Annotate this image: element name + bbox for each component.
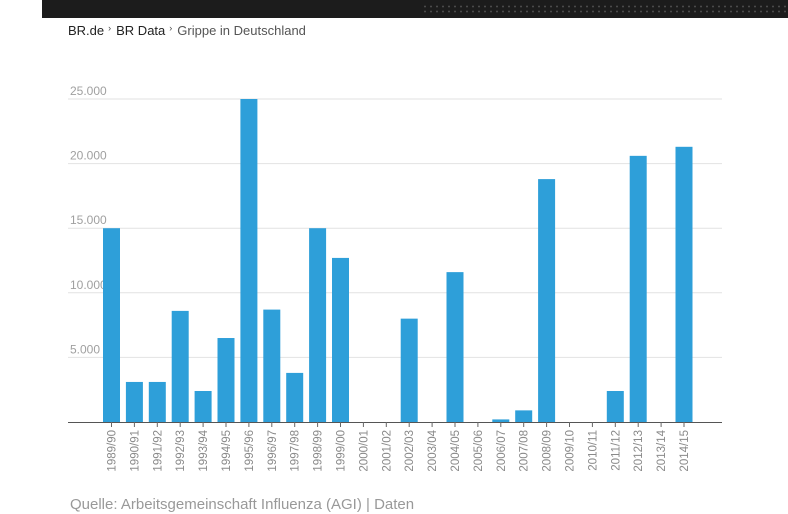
x-tick-label: 1993/94 <box>198 429 210 471</box>
x-tick-label: 1996/97 <box>267 430 279 472</box>
bar <box>263 309 281 422</box>
bar <box>240 99 258 422</box>
y-tick-label: 10.000 <box>70 278 107 292</box>
x-tick-label: 2001/02 <box>381 430 393 472</box>
x-tick-label: 2003/04 <box>427 429 439 471</box>
bar <box>309 228 327 422</box>
bar <box>492 419 510 422</box>
breadcrumb-current: Grippe in Deutschland <box>177 23 306 38</box>
x-tick-label: 2004/05 <box>450 430 462 472</box>
header-pattern <box>422 4 788 14</box>
x-tick-label: 2010/11 <box>587 430 599 471</box>
x-tick-label: 2002/03 <box>404 430 416 472</box>
x-tick-label: 2011/12 <box>610 430 622 471</box>
x-tick-label: 2005/06 <box>473 430 485 472</box>
bar <box>217 338 235 422</box>
breadcrumb: BR.de › BR Data › Grippe in Deutschland <box>68 22 306 39</box>
bar <box>194 390 212 422</box>
y-tick-label: 15.000 <box>70 213 107 227</box>
chevron-right-icon: › <box>108 22 112 33</box>
bar <box>629 155 647 422</box>
breadcrumb-link-brde[interactable]: BR.de <box>68 23 105 38</box>
x-tick-label: 2014/15 <box>679 430 691 472</box>
x-tick-label: 1989/90 <box>107 430 119 472</box>
x-tick-label: 1999/00 <box>336 430 348 472</box>
x-tick-label: 2000/01 <box>358 430 370 472</box>
x-tick-label: 1995/96 <box>244 430 256 472</box>
y-tick-label: 20.000 <box>70 149 107 163</box>
x-tick-label: 1992/93 <box>175 430 187 472</box>
bar <box>675 146 693 422</box>
source-text: Quelle: Arbeitsgemeinschaft Influenza (A… <box>70 496 362 513</box>
bar <box>171 310 189 422</box>
x-tick-label: 1997/98 <box>290 430 302 472</box>
x-tick-label: 2012/13 <box>633 430 645 472</box>
bar <box>103 228 120 422</box>
x-tick-label: 1991/92 <box>152 430 164 472</box>
x-tick-label: 2013/14 <box>656 429 668 471</box>
y-tick-label: 25.000 <box>70 84 107 98</box>
bar <box>400 318 418 422</box>
x-tick-label: 2006/07 <box>496 430 508 472</box>
x-tick-label: 2008/09 <box>542 430 554 472</box>
bar <box>538 179 556 422</box>
source-line: Quelle: Arbeitsgemeinschaft Influenza (A… <box>70 496 414 513</box>
bar <box>446 272 464 422</box>
chevron-right-icon: › <box>169 22 173 33</box>
x-tick-label: 1998/99 <box>313 430 325 472</box>
x-tick-label: 1990/91 <box>129 430 141 472</box>
bar <box>332 257 349 422</box>
bar <box>515 410 533 422</box>
x-tick-label: 1994/95 <box>221 430 233 472</box>
x-tick-label: 2007/08 <box>519 430 531 472</box>
y-tick-label: 5.000 <box>70 342 100 356</box>
bar <box>148 381 166 422</box>
x-tick-label: 2009/10 <box>565 430 577 472</box>
bar <box>125 381 143 422</box>
breadcrumb-link-brdata[interactable]: BR Data <box>116 23 166 38</box>
site-header-bar <box>42 0 788 18</box>
bar <box>286 372 304 422</box>
data-link[interactable]: Daten <box>374 496 415 513</box>
bar <box>606 390 624 422</box>
source-divider: | <box>365 496 370 513</box>
